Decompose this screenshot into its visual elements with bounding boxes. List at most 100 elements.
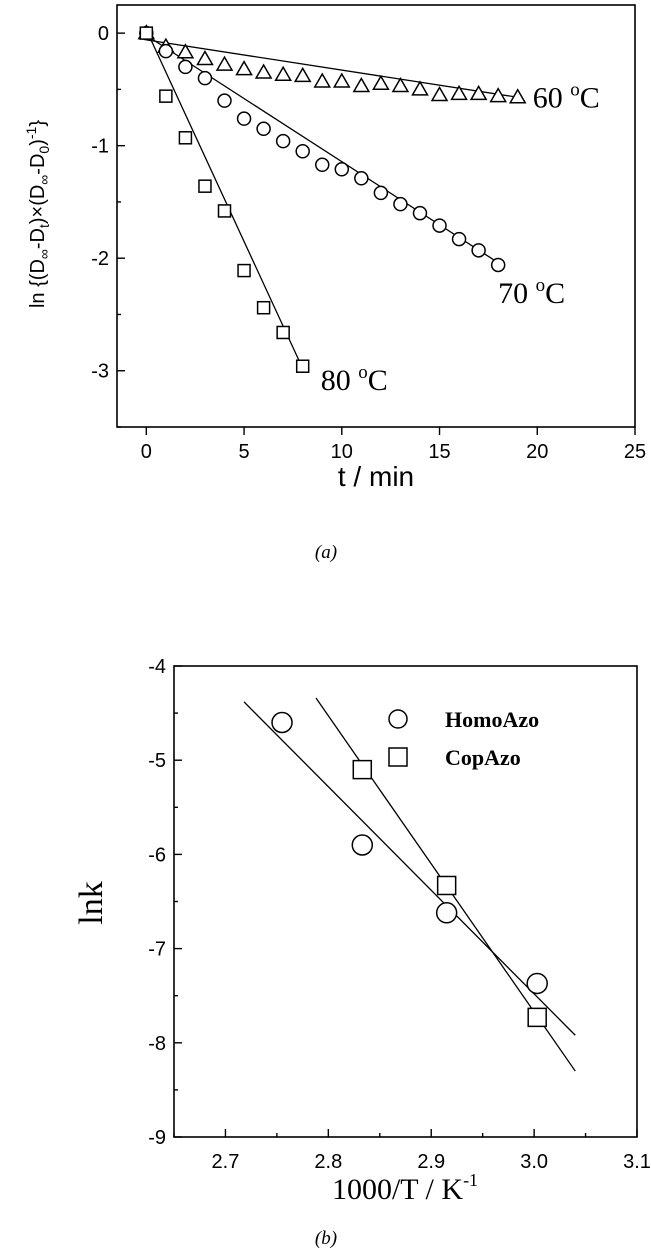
data-point-70-c: [178, 59, 193, 75]
data-point-70-c: [412, 205, 428, 221]
data-point-60-c: [469, 84, 488, 101]
fit-line-80-c: [145, 29, 304, 369]
data-point-60-c: [489, 87, 507, 103]
data-point-70-c: [471, 243, 486, 258]
data-point-80-c: [276, 325, 290, 340]
data-point-70-c: [354, 171, 369, 186]
panel-a-x-axis-title: t / min: [338, 461, 414, 492]
data-point-60-c: [430, 86, 449, 102]
y-tick-label: -4: [148, 656, 166, 678]
x-tick-label: 20: [526, 441, 548, 463]
data-point-homoazo: [271, 711, 293, 734]
data-point-70-c: [295, 144, 310, 159]
legend-homoazo-marker: [388, 709, 408, 729]
x-tick-label: 3.0: [520, 1151, 548, 1173]
fit-line-homoazo: [243, 701, 576, 1036]
data-point-homoazo: [351, 834, 374, 856]
x-tick-label: 25: [624, 441, 646, 463]
y-tick-label: -5: [148, 750, 166, 772]
panel-b-frame: [173, 665, 638, 1138]
data-point-homoazo: [435, 902, 458, 924]
data-point-70-c: [158, 43, 174, 59]
data-point-70-c: [314, 157, 330, 173]
y-tick-label: -9: [148, 1127, 166, 1149]
panel-b-label: (b): [315, 1228, 337, 1249]
data-point-70-c: [393, 196, 408, 212]
data-point-homoazo: [526, 972, 548, 995]
data-point-copazo: [436, 875, 457, 896]
series-label-60-c: 60 oC: [533, 79, 600, 114]
data-point-80-c: [295, 359, 310, 373]
data-point-60-c: [235, 60, 253, 76]
panel-a-chart: 0 5 10 15 20 25 0 -1 -2 -3 60 oC 70 oC 80 oC ln {(D…: [23, 4, 646, 563]
data-point-70-c: [275, 133, 291, 149]
data-point-60-c: [332, 72, 351, 88]
data-point-70-c: [236, 111, 252, 126]
panel-a-markers: [137, 24, 527, 373]
panel-b-y-axis-title: lnk: [73, 881, 110, 924]
panel-b-chart: 2.7 2.8 2.9 3.0 3.1 -4 -5 -6 -7 -8 -9 HomoAzo CopA…: [73, 656, 651, 1249]
data-point-70-c: [490, 257, 506, 273]
y-tick-label: -8: [148, 1033, 166, 1055]
data-point-80-c: [139, 26, 154, 40]
data-point-70-c: [334, 162, 350, 177]
data-point-copazo: [352, 759, 373, 780]
fit-line-60-c: [146, 39, 518, 98]
y-tick-label: 0: [98, 23, 109, 45]
y-tick-label: -1: [91, 136, 109, 158]
data-point-80-c: [217, 204, 232, 218]
data-point-80-c: [178, 131, 193, 145]
y-tick-label: -2: [91, 248, 109, 270]
series-label-70-c: 70 oC: [498, 275, 565, 310]
panel-a-frame: [116, 4, 636, 428]
data-point-60-c: [274, 65, 292, 82]
x-tick-label: 5: [238, 441, 249, 463]
data-point-80-c: [198, 179, 212, 193]
data-point-70-c: [217, 93, 232, 108]
panel-b-legend: HomoAzo CopAzo: [388, 707, 539, 770]
data-point-60-c: [215, 55, 234, 71]
data-point-60-c: [196, 50, 214, 66]
panel-a-label: (a): [315, 542, 337, 563]
data-point-70-c: [373, 185, 389, 201]
panel-b-ticks: 2.7 2.8 2.9 3.0 3.1 -4 -5 -6 -7 -8 -9: [148, 656, 651, 1173]
data-point-60-c: [411, 80, 429, 96]
x-tick-label: 3.1: [623, 1151, 651, 1173]
y-tick-label: -7: [148, 939, 166, 961]
x-tick-label: 0: [141, 441, 152, 463]
series-label-80-c: 80 oC: [321, 362, 388, 397]
panel-a-y-axis-title: ln {(D∞-Dt)×(D∞-D0)-1}: [23, 120, 52, 308]
x-tick-label: 2.8: [314, 1151, 342, 1173]
x-tick-label: 2.7: [212, 1151, 240, 1173]
data-point-60-c: [372, 74, 390, 91]
data-point-70-c: [197, 70, 213, 86]
panel-a-series-labels: 60 oC 70 oC 80 oC: [321, 79, 600, 397]
data-point-70-c: [451, 231, 467, 247]
data-point-copazo: [527, 1007, 547, 1028]
data-point-60-c: [254, 63, 273, 79]
x-tick-label: 10: [331, 441, 353, 463]
data-point-80-c: [237, 263, 251, 278]
y-tick-label: -3: [91, 361, 109, 383]
panel-b-markers: [271, 711, 548, 1028]
data-point-60-c: [450, 84, 468, 101]
panel-b-x-axis-title: 1000/T / K-1: [332, 1170, 478, 1206]
legend-copazo-label: CopAzo: [445, 745, 521, 770]
data-point-80-c: [256, 300, 271, 315]
data-point-70-c: [432, 218, 447, 233]
data-point-60-c: [313, 72, 332, 88]
x-tick-label: 2.9: [417, 1151, 445, 1173]
data-point-60-c: [391, 77, 410, 93]
data-point-60-c: [293, 66, 312, 83]
data-point-80-c: [159, 89, 173, 103]
data-point-60-c: [508, 88, 527, 104]
legend-copazo-marker: [388, 747, 408, 767]
data-point-60-c: [352, 77, 371, 93]
panel-b-fit-lines: [243, 697, 576, 1072]
data-point-70-c: [256, 121, 271, 137]
data-point-60-c: [176, 43, 195, 59]
x-tick-label: 15: [428, 441, 450, 463]
y-tick-label: -6: [148, 844, 166, 866]
legend-homoazo-label: HomoAzo: [445, 707, 539, 732]
